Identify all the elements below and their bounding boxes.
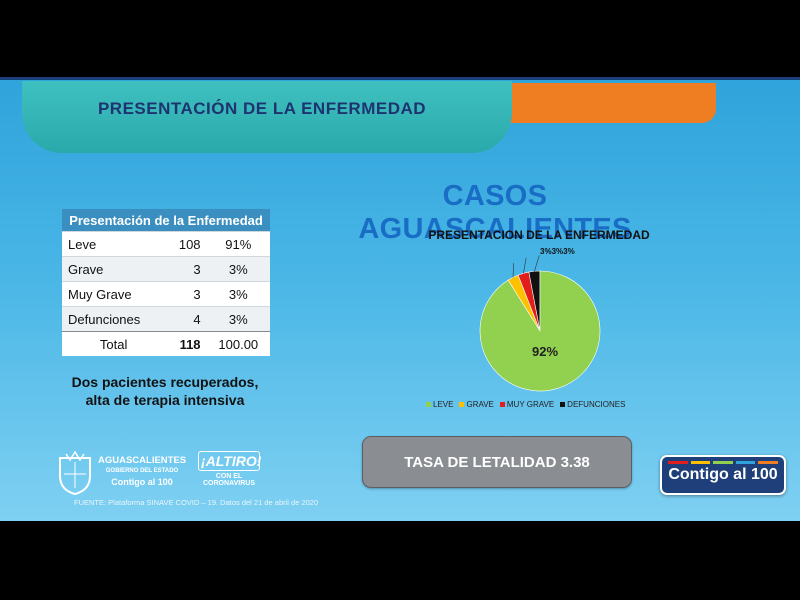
legend-swatch [426, 402, 431, 407]
slide: PRESENTACIÓN DE LA ENFERMEDAD Presentaci… [0, 77, 800, 521]
disease-table: Presentación de la Enfermedad Leve 108 9… [62, 209, 270, 356]
row-count: 3 [165, 281, 207, 307]
table-row: Defunciones 4 3% [62, 306, 270, 332]
legend-item-leve: LEVE [426, 400, 453, 409]
slide-title: PRESENTACIÓN DE LA ENFERMEDAD [97, 99, 427, 118]
badge-color-stripes [668, 461, 778, 464]
row-count: 3 [165, 256, 207, 282]
chart-subtitle: PRESENTACION DE LA ENFERMEDAD [428, 228, 650, 242]
contigo-slogan: Contigo al 100 [111, 477, 173, 487]
recovered-line-1: Dos pacientes recuperados, [71, 374, 259, 390]
top-band [0, 77, 800, 80]
pie-slice-leve [479, 270, 601, 392]
pie-small-labels: 3%3%3% [540, 247, 575, 256]
legend-item-defunciones: DEFUNCIONES [560, 400, 625, 409]
legend-item-muy-grave: MUY GRAVE [499, 400, 555, 409]
pie-leader-line [534, 255, 540, 272]
row-count: 4 [165, 306, 207, 332]
title-banner [22, 81, 512, 153]
row-count: 108 [165, 231, 207, 257]
row-label: Leve [62, 231, 166, 257]
row-label: Grave [62, 256, 166, 282]
altiro-subtitle: CON EL CORONAVIRUS [203, 473, 255, 487]
legend-label: MUY GRAVE [506, 400, 555, 409]
legend-label: LEVE [433, 400, 454, 409]
legend-label: DEFUNCIONES [567, 400, 626, 409]
chart-legend: LEVE GRAVE MUY GRAVE DEFUNCIONES [426, 400, 666, 409]
total-count: 118 [165, 331, 207, 356]
badge-label: Contigo al 100 [668, 466, 778, 483]
pie-chart: 3%3%3% 92% [479, 247, 601, 392]
contigo-al-100-badge: Contigo al 100 [660, 455, 786, 495]
pie-leader-line [512, 263, 514, 278]
state-government-logo: AGUASCALIENTES GOBIERNO DEL ESTADO Conti… [98, 455, 187, 488]
government-subtitle: GOBIERNO DEL ESTADO [105, 468, 179, 474]
chart-title: CASOS AGUASCALIENTES [358, 180, 632, 245]
table-row: Grave 3 3% [62, 256, 270, 282]
recovered-note: Dos pacientes recuperados, alta de terap… [40, 373, 290, 409]
altiro-title: ¡ALTIRO! [198, 451, 261, 471]
row-pct: 3% [206, 306, 270, 332]
recovered-line-2: alta de terapia intensiva [85, 392, 245, 408]
pie-leader-line [523, 257, 527, 274]
row-pct: 3% [206, 281, 270, 307]
pie-label-leve: 92% [532, 344, 558, 359]
legend-swatch [560, 402, 566, 407]
row-pct: 3% [206, 256, 270, 282]
total-pct: 100.00 [206, 331, 270, 356]
table-header: Presentación de la Enfermedad [62, 209, 270, 232]
row-label: Defunciones [62, 306, 166, 332]
row-label: Muy Grave [62, 281, 166, 307]
lethality-rate-box: TASA DE LETALIDAD 3.38 [362, 436, 632, 488]
altiro-campaign-logo: ¡ALTIRO! CON EL CORONAVIRUS [198, 451, 261, 491]
legend-swatch [499, 402, 505, 407]
total-label: Total [62, 331, 166, 356]
table-total-row: Total 118 100.00 [62, 331, 270, 356]
legend-label: GRAVE [466, 400, 494, 409]
table-row: Muy Grave 3 3% [62, 281, 270, 307]
legend-swatch [459, 402, 465, 407]
state-coat-of-arms-icon [59, 450, 91, 496]
source-note: FUENTE: Plataforma SINAVE COVID – 19. Da… [74, 498, 319, 507]
row-pct: 91% [206, 231, 270, 257]
state-name: AGUASCALIENTES [98, 455, 187, 466]
legend-item-grave: GRAVE [459, 400, 494, 409]
table-row: Leve 108 91% [62, 231, 270, 257]
